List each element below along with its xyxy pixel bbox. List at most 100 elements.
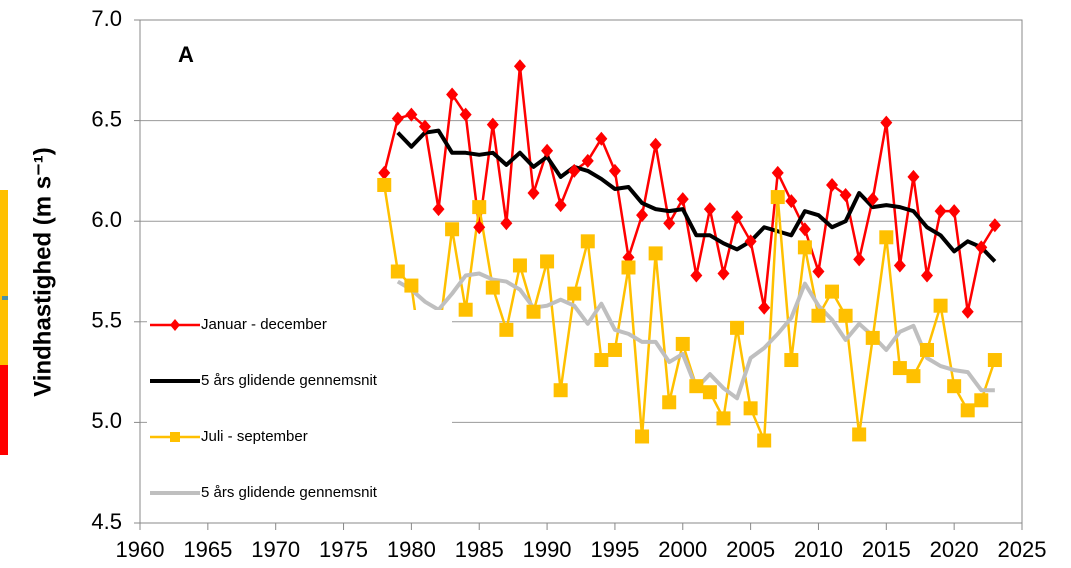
marker [826, 177, 839, 192]
x-tick-label: 1960 [116, 537, 165, 562]
x-tick-label: 2005 [726, 537, 775, 562]
marker [512, 258, 527, 273]
marker [812, 264, 825, 279]
series-line [383, 65, 996, 313]
x-tick-label: 2025 [998, 537, 1047, 562]
x-tick-label: 1975 [319, 537, 368, 562]
marker [757, 433, 772, 448]
marker [553, 383, 568, 398]
x-tick-label: 1970 [251, 537, 300, 562]
marker [839, 188, 852, 203]
x-tick-label: 2020 [930, 537, 979, 562]
marker [933, 298, 948, 313]
marker [703, 202, 716, 217]
marker [418, 119, 431, 134]
marker [390, 264, 405, 279]
x-tick-label: 1995 [590, 537, 639, 562]
series-line [383, 184, 997, 442]
marker [785, 194, 798, 209]
marker [975, 240, 988, 255]
x-tick-label: 2010 [794, 537, 843, 562]
marker [744, 234, 757, 249]
marker [690, 268, 703, 283]
legend-label: 5 års glidende gennemsnit [201, 484, 378, 501]
marker [730, 320, 745, 335]
cropped-strip [0, 365, 8, 455]
marker [716, 411, 731, 426]
marker [920, 342, 935, 357]
marker [663, 216, 676, 231]
marker [907, 169, 920, 184]
marker [459, 107, 472, 122]
marker [405, 107, 418, 122]
x-tick-label: 1965 [183, 537, 232, 562]
marker [906, 369, 921, 384]
x-tick-label: 1985 [455, 537, 504, 562]
marker [879, 230, 894, 245]
legend-label: 5 års glidende gennemsnit [201, 372, 378, 389]
cropped-strip [0, 300, 8, 365]
marker [662, 395, 677, 410]
panel-label: A [178, 42, 194, 67]
marker [513, 59, 526, 74]
marker [391, 111, 404, 126]
plot-frame [139, 19, 1023, 524]
y-tick-label: 7.0 [91, 6, 122, 31]
marker [500, 216, 513, 231]
y-tick-label: 5.0 [91, 408, 122, 433]
legend-marker [170, 432, 180, 442]
marker [580, 234, 595, 249]
marker [649, 137, 662, 152]
marker [961, 304, 974, 319]
y-tick-label: 4.5 [91, 509, 122, 534]
marker [594, 353, 609, 368]
marker [568, 163, 581, 178]
marker [838, 308, 853, 323]
marker [607, 342, 622, 357]
marker [486, 117, 499, 132]
marker [948, 204, 961, 219]
marker [581, 153, 594, 168]
marker [893, 258, 906, 273]
marker [445, 222, 460, 237]
marker [934, 204, 947, 219]
marker [689, 379, 704, 394]
marker [404, 278, 419, 293]
legend-marker [170, 319, 180, 331]
marker [771, 165, 784, 180]
marker [648, 246, 663, 261]
series-line [396, 128, 997, 263]
y-tick-label: 6.5 [91, 106, 122, 131]
marker [892, 361, 907, 376]
marker [784, 353, 799, 368]
marker [608, 163, 621, 178]
marker [960, 403, 975, 418]
marker [635, 429, 650, 444]
marker [432, 202, 445, 217]
marker [825, 284, 840, 299]
marker [866, 192, 879, 207]
marker [595, 131, 608, 146]
marker [798, 222, 811, 237]
marker [743, 401, 758, 416]
marker [797, 240, 812, 255]
marker [446, 87, 459, 102]
marker [636, 208, 649, 223]
x-tick-label: 1980 [387, 537, 436, 562]
x-tick-label: 2015 [862, 537, 911, 562]
marker [621, 260, 636, 275]
marker [947, 379, 962, 394]
y-tick-label: 6.0 [91, 207, 122, 232]
marker [852, 427, 867, 442]
marker [567, 286, 582, 301]
marker [676, 192, 689, 207]
marker [554, 198, 567, 213]
marker [473, 220, 486, 235]
marker [526, 304, 541, 319]
marker [988, 218, 1001, 233]
marker [702, 385, 717, 400]
marker [921, 268, 934, 283]
marker [987, 353, 1002, 368]
legend-label: Januar - december [201, 316, 327, 333]
marker [472, 200, 487, 215]
